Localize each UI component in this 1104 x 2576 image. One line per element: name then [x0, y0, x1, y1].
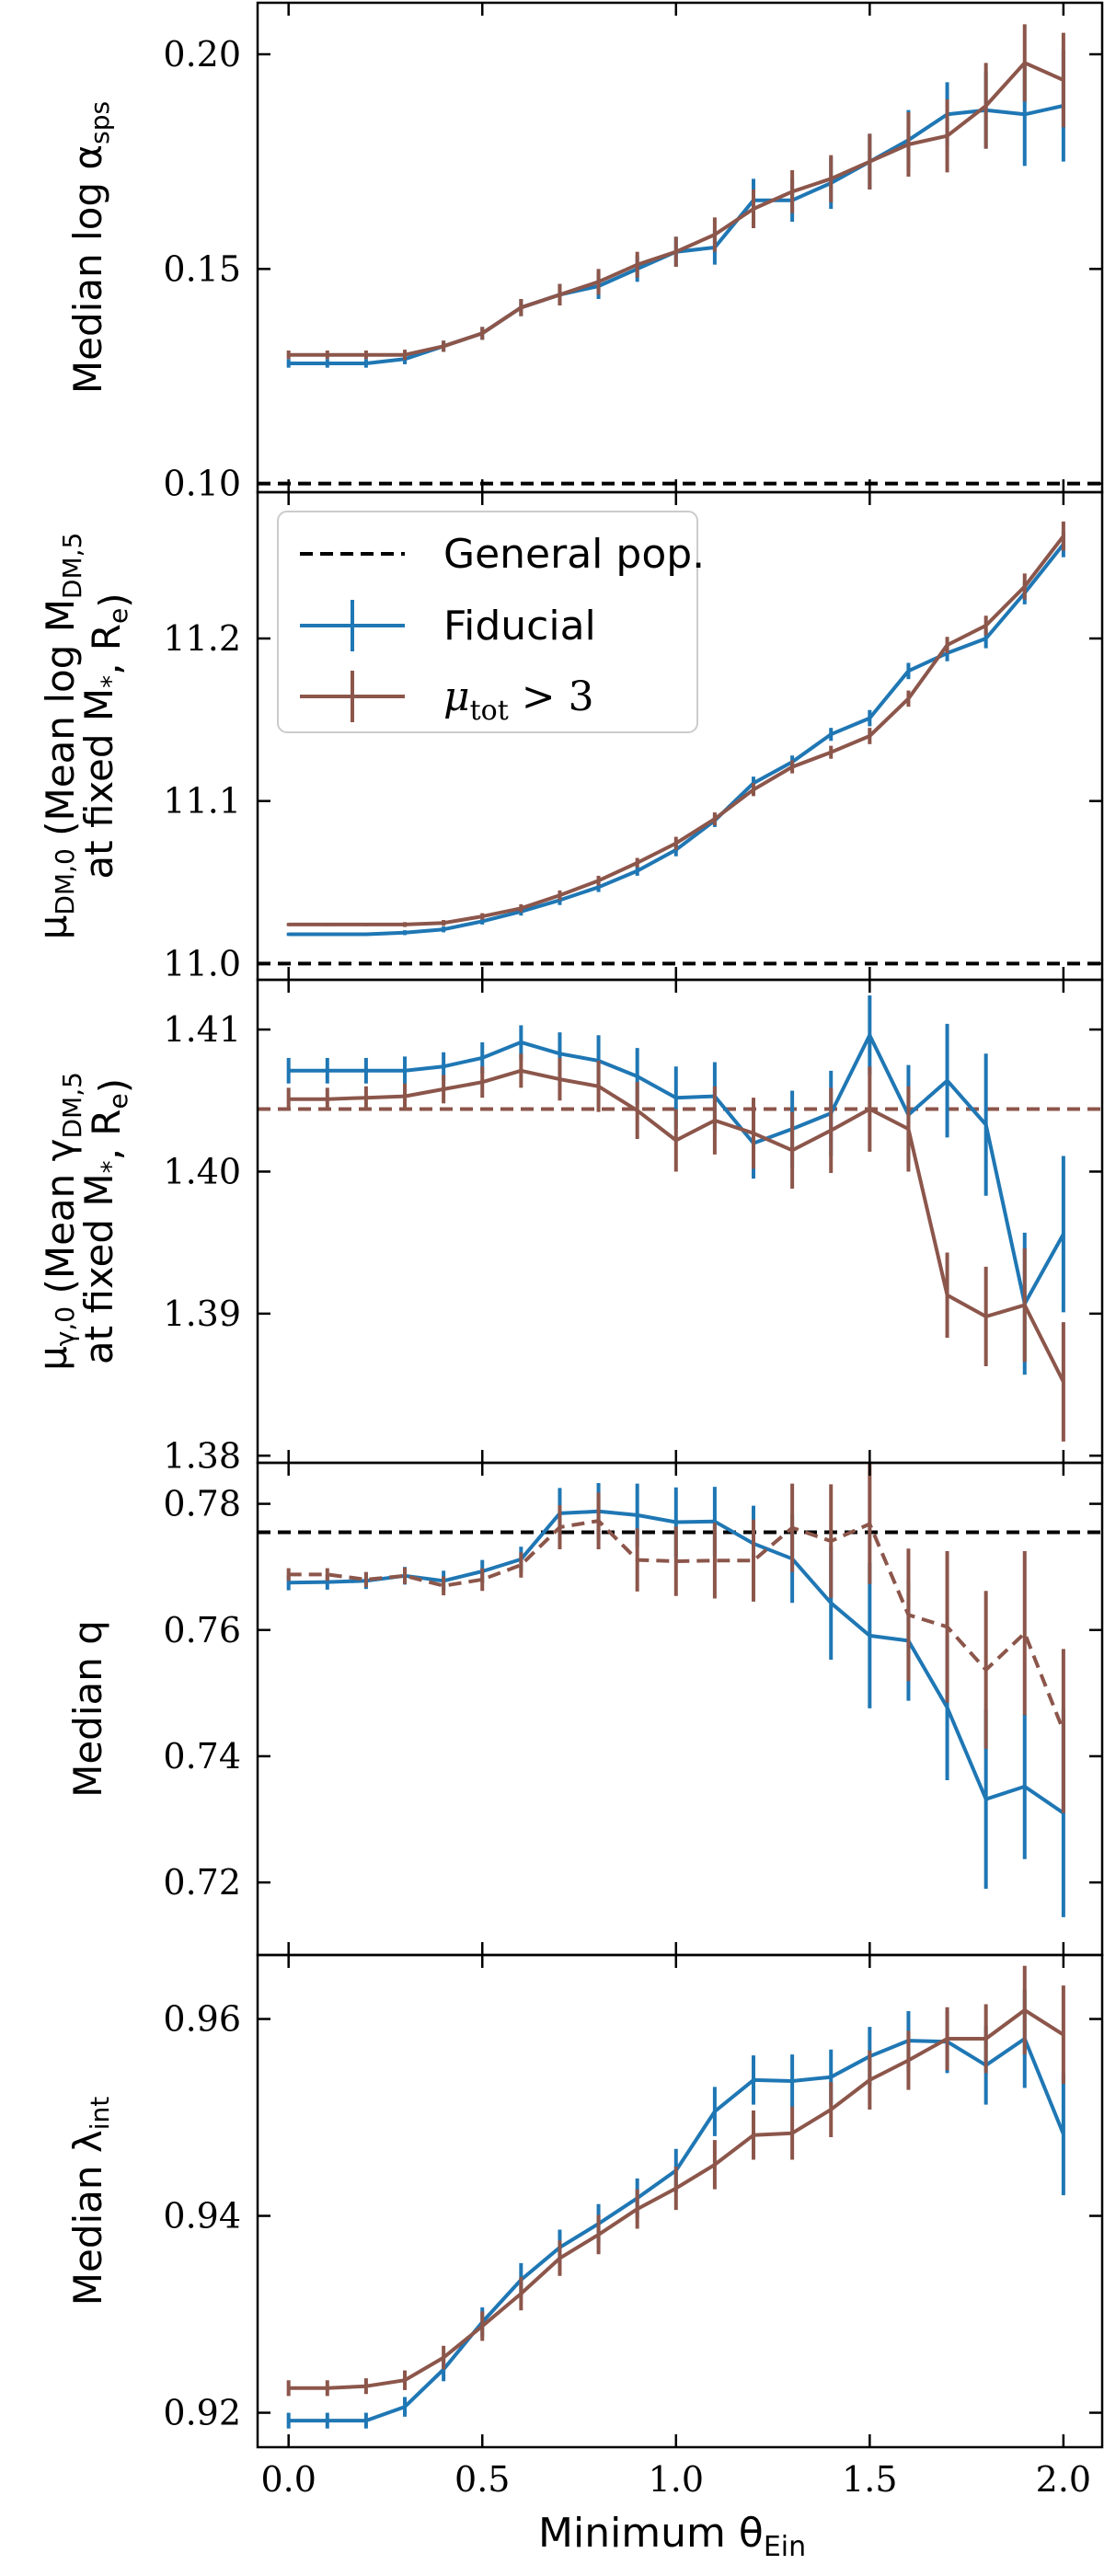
y-axis-label-part: , R: [84, 624, 129, 675]
y-axis-label-part: DM,0: [50, 848, 80, 914]
ytick-label-panel-1: 0.10: [163, 464, 241, 504]
fiducial-line-panel-2: [288, 543, 1065, 937]
y-axis-label-part: ): [91, 1078, 136, 1093]
y-axis-label-part: at fixed M: [76, 1173, 121, 1364]
y-axis-label-part: *: [96, 1160, 126, 1173]
y-axis-label-part: μ: [30, 915, 75, 940]
y-axis-label-panel-5: Median λint: [65, 2097, 115, 2306]
y-axis-label-part: (Mean γ: [38, 1139, 83, 1306]
mutot-line-panel-2: [288, 535, 1065, 926]
y-axis-label-part: Median λ: [65, 2130, 110, 2306]
y-axis-label-panel-4: Median q: [65, 1620, 110, 1798]
ytick-label-panel-4: 0.74: [163, 1736, 241, 1777]
y-axis-label-part: Median q: [65, 1620, 110, 1798]
ytick-label-panel-3: 1.40: [163, 1151, 241, 1191]
y-axis-label-panel-2: at fixed M*, Re): [76, 592, 136, 879]
axes-frame-panel-3: [256, 978, 1104, 1465]
y-axis-label-part: at fixed M: [76, 688, 121, 880]
xtick-label: 0.5: [454, 2459, 510, 2500]
ytick-label-panel-4: 0.72: [163, 1862, 241, 1903]
y-axis-label-part: e: [103, 1093, 133, 1109]
xtick-label: 1.5: [842, 2459, 897, 2500]
y-axis-label-part: DM,5: [57, 1072, 87, 1138]
axes-frame-panel-5: [256, 1953, 1104, 2449]
ytick-label-panel-3: 1.38: [163, 1435, 241, 1476]
y-axis-label-part: , R: [84, 1110, 129, 1161]
xtick-label: 2.0: [1036, 2459, 1091, 2500]
axes-frame-panel-2: [256, 490, 1104, 982]
y-axis-label-part: ): [91, 592, 136, 607]
y-axis-label-part: int: [85, 2097, 115, 2131]
y-axis-label-panel-3: μγ,0 (Mean γDM,5: [30, 1072, 87, 1371]
y-axis-label-part: *: [96, 675, 126, 688]
ytick-label-panel-3: 1.39: [163, 1294, 241, 1334]
ytick-label-panel-5: 0.94: [163, 2196, 241, 2237]
fiducial-line-panel-5: [288, 2037, 1065, 2423]
ytick-label-panel-3: 1.41: [163, 1009, 241, 1050]
ytick-label-panel-4: 0.76: [163, 1610, 241, 1650]
ytick-label-panel-2: 11.0: [163, 943, 241, 983]
ytick-label-panel-5: 0.96: [163, 1999, 241, 2040]
y-axis-label-part: sps: [85, 101, 115, 144]
y-axis-label-part: e: [103, 608, 133, 624]
y-axis-label-panel-3: at fixed M*, Re): [76, 1078, 136, 1364]
xtick-label: 1.0: [649, 2459, 704, 2500]
y-axis-label-part: μ: [30, 1346, 75, 1371]
ytick-label-panel-4: 0.78: [163, 1484, 241, 1524]
xtick-label: 0.0: [260, 2459, 316, 2500]
y-axis-label-part: γ,0: [50, 1306, 80, 1346]
ytick-label-panel-5: 0.92: [163, 2393, 241, 2433]
ytick-label-panel-1: 0.20: [163, 34, 241, 75]
mutot-line-panel-4: [288, 1519, 1065, 1732]
ytick-label-panel-2: 11.1: [163, 781, 241, 822]
y-axis-label-panel-1: Median log αsps: [65, 101, 115, 394]
y-axis-label-part: Median log α: [65, 144, 110, 394]
axes-frame-panel-1: [256, 1, 1104, 494]
ytick-label-panel-2: 11.2: [163, 618, 241, 659]
y-axis-label-part: DM,5: [57, 533, 87, 599]
y-axis-label-part: (Mean log M: [38, 599, 83, 848]
ytick-label-panel-1: 0.15: [163, 248, 241, 289]
axes-frame-panel-4: [256, 1461, 1104, 1957]
y-axis-label-panel-2: μDM,0 (Mean log MDM,5: [30, 533, 87, 940]
